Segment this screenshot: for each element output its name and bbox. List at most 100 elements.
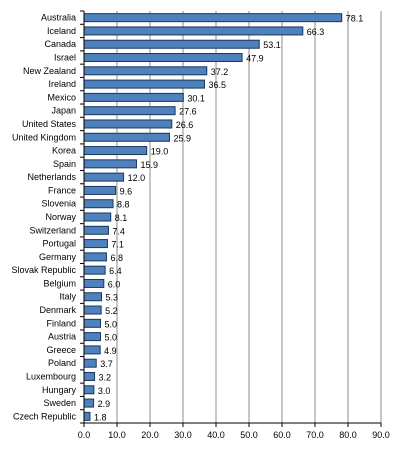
value-label: 7.4 — [112, 226, 125, 236]
category-label: Czech Republic — [13, 411, 77, 421]
bar — [83, 119, 173, 129]
bar — [83, 185, 117, 195]
bar — [83, 146, 148, 156]
value-label: 27.6 — [179, 107, 197, 117]
bar — [83, 79, 205, 89]
bar — [83, 132, 170, 142]
value-label: 66.3 — [307, 27, 325, 37]
x-tick-label: 90.0 — [372, 430, 390, 440]
bar — [83, 371, 96, 381]
value-label: 19.0 — [151, 147, 169, 157]
bar — [83, 26, 304, 36]
category-label: Hungary — [42, 385, 77, 395]
value-label: 2.9 — [98, 399, 111, 409]
bar — [83, 292, 102, 302]
value-label: 26.6 — [176, 120, 194, 130]
bar — [83, 225, 109, 235]
value-label: 9.6 — [120, 186, 133, 196]
value-label: 5.3 — [105, 293, 118, 303]
value-label: 6.4 — [109, 266, 122, 276]
x-tick-label: 20.0 — [141, 430, 159, 440]
category-label: Slovak Republic — [11, 265, 76, 275]
bar — [83, 39, 260, 49]
bar — [83, 199, 114, 209]
category-label: Italy — [59, 292, 76, 302]
bar — [83, 172, 125, 182]
x-tick-label: 60.0 — [273, 430, 291, 440]
category-label: Canada — [44, 39, 76, 49]
bar — [83, 332, 101, 342]
bar — [83, 66, 208, 76]
value-label: 5.0 — [105, 319, 118, 329]
category-label: New Zealand — [23, 66, 76, 76]
category-label: Netherlands — [27, 172, 76, 182]
value-label: 12.0 — [128, 173, 146, 183]
bar — [83, 411, 91, 421]
bar — [83, 92, 184, 102]
labels: 0.0 10.0 20.0 30.0 40.0 50.0 60.0 70.0 80.0 90.0 A… — [11, 13, 389, 440]
x-tick-label: 30.0 — [174, 430, 192, 440]
category-label: Greece — [46, 345, 76, 355]
bar — [83, 159, 137, 169]
bar — [83, 358, 97, 368]
value-label: 53.1 — [263, 40, 281, 50]
bar — [83, 13, 343, 23]
category-label: United Kingdom — [12, 132, 76, 142]
x-tick-label: 10.0 — [108, 430, 126, 440]
category-label: Australia — [41, 13, 76, 23]
bar — [83, 345, 101, 355]
category-label: Switzerland — [29, 225, 76, 235]
bar — [83, 385, 95, 395]
value-label: 37.2 — [211, 67, 229, 77]
value-label: 6.0 — [108, 279, 121, 289]
value-label: 8.1 — [115, 213, 128, 223]
value-label: 36.5 — [208, 80, 226, 90]
bar — [83, 305, 102, 315]
category-label: Ireland — [48, 79, 76, 89]
value-label: 78.1 — [346, 14, 364, 24]
axes — [80, 10, 382, 427]
category-label: Iceland — [47, 26, 76, 36]
value-label: 3.0 — [98, 386, 111, 396]
bar — [83, 318, 101, 328]
category-label: France — [48, 185, 76, 195]
category-label: Sweden — [43, 398, 76, 408]
category-label: Poland — [48, 358, 76, 368]
category-label: Denmark — [39, 305, 76, 315]
value-label: 5.2 — [105, 306, 118, 316]
value-label: 8.8 — [117, 200, 130, 210]
bar — [83, 212, 112, 222]
value-label: 47.9 — [246, 54, 264, 64]
category-label: Korea — [52, 146, 76, 156]
category-label: Israel — [54, 53, 76, 63]
x-tick-label: 50.0 — [240, 430, 258, 440]
bar — [83, 398, 95, 408]
value-label: 25.9 — [173, 133, 191, 143]
x-tick-label: 80.0 — [339, 430, 357, 440]
category-label: Austria — [48, 332, 76, 342]
value-label: 6.8 — [110, 253, 123, 263]
value-label: 5.0 — [105, 333, 118, 343]
value-label: 3.2 — [99, 372, 112, 382]
category-label: Portugal — [42, 239, 76, 249]
bar — [83, 265, 106, 275]
x-tick-label: 40.0 — [207, 430, 225, 440]
category-label: Slovenia — [41, 199, 76, 209]
category-label: Finland — [46, 318, 76, 328]
bar — [83, 53, 243, 63]
value-label: 3.7 — [100, 359, 113, 369]
category-label: Germany — [39, 252, 77, 262]
value-label: 15.9 — [140, 160, 158, 170]
value-label: 30.1 — [187, 93, 205, 103]
x-tick-label: 70.0 — [306, 430, 324, 440]
category-label: Norway — [45, 212, 76, 222]
bar — [83, 239, 108, 249]
bar — [83, 278, 105, 288]
category-label: Belgium — [43, 278, 76, 288]
category-label: Japan — [51, 106, 76, 116]
category-label: Mexico — [47, 92, 76, 102]
value-label: 1.8 — [94, 412, 107, 422]
value-label: 7.1 — [111, 240, 124, 250]
x-tick-label: 0.0 — [78, 430, 91, 440]
